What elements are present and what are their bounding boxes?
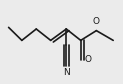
Text: O: O — [84, 55, 91, 64]
Text: O: O — [93, 17, 100, 26]
Text: N: N — [63, 68, 70, 77]
